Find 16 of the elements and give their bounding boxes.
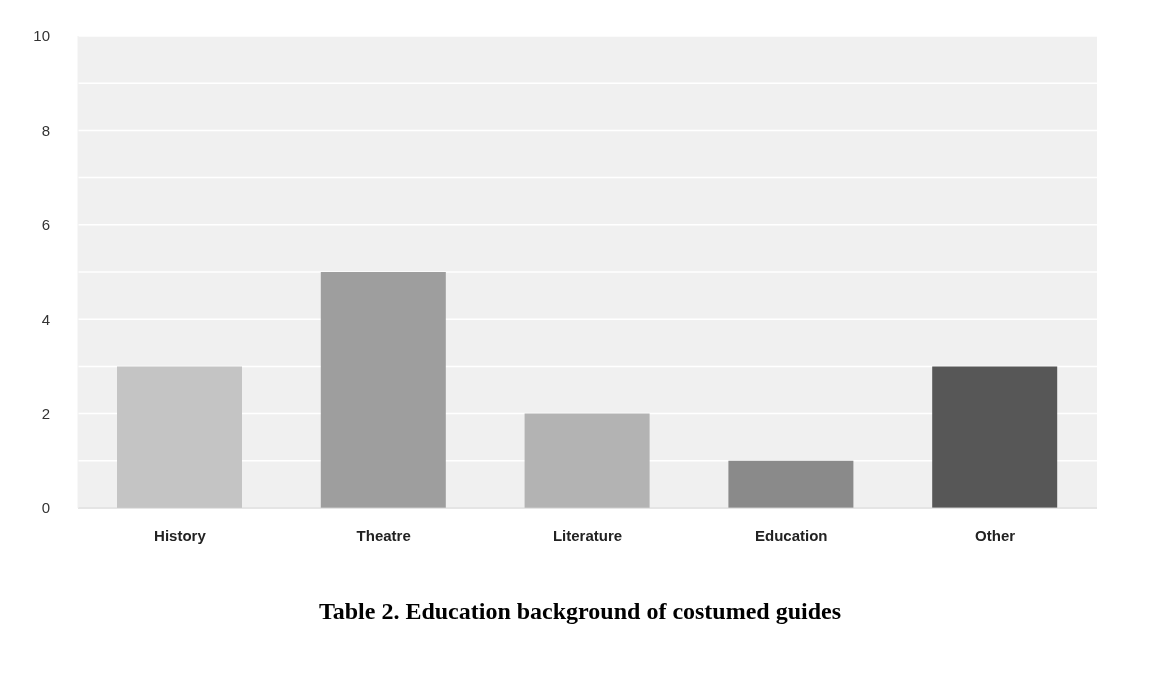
y-tick-label: 0	[41, 499, 50, 517]
bar	[320, 272, 446, 508]
x-tick-label: History	[154, 526, 207, 544]
bar	[524, 413, 650, 508]
y-tick-label: 2	[41, 404, 50, 422]
text: Table 2. Education background of costumed guides	[317, 598, 843, 625]
y-tick-label: 8	[41, 121, 50, 139]
bar	[728, 460, 854, 508]
x-tick-label: Education	[755, 526, 828, 544]
x-tick-label: Literature	[552, 526, 623, 544]
y-tick-label: 10	[33, 27, 50, 45]
y-tick-label: 4	[41, 310, 50, 328]
x-tick-label: Theatre	[356, 526, 411, 544]
x-tick-label: Other	[975, 526, 1016, 544]
y-tick-label: 6	[41, 216, 50, 234]
bar	[932, 366, 1058, 508]
